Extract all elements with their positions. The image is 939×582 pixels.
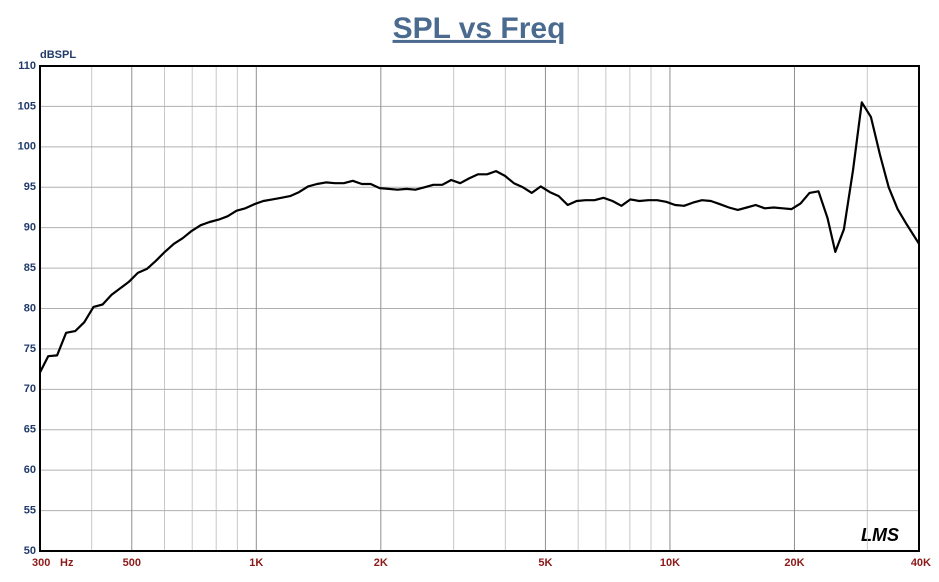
y-tick-label: 90: [24, 222, 36, 234]
x-tick-label: 20K: [784, 557, 804, 569]
line-series: [39, 101, 920, 373]
x-axis-label: Hz: [60, 557, 74, 569]
x-tick-label: 40K: [911, 557, 931, 569]
chart-title: SPL vs Freq: [393, 12, 566, 45]
plot-frame: [39, 65, 920, 552]
x-tick-label: 300: [32, 557, 50, 569]
y-tick-label: 60: [24, 464, 36, 476]
y-tick-label: 65: [24, 424, 36, 436]
y-tick-label: 100: [18, 141, 36, 153]
x-tick-label: 10K: [660, 557, 680, 569]
y-tick-label: 75: [24, 343, 36, 355]
y-tick-label: 55: [24, 504, 36, 516]
y-tick-label: 80: [24, 302, 36, 314]
y-tick-label: 70: [24, 383, 36, 395]
y-axis-label: dBSPL: [40, 49, 76, 61]
y-tick-label: 105: [18, 100, 36, 112]
y-tick-label: 50: [24, 545, 36, 557]
y-tick-label: 110: [18, 60, 36, 72]
x-tick-label: 500: [123, 557, 141, 569]
watermark: LMS: [861, 525, 899, 545]
y-tick-label: 85: [24, 262, 36, 274]
x-tick-label: 5K: [538, 557, 552, 569]
y-tick-label: 95: [24, 181, 36, 193]
x-tick-label: 2K: [374, 557, 388, 569]
x-tick-label: 1K: [249, 557, 263, 569]
